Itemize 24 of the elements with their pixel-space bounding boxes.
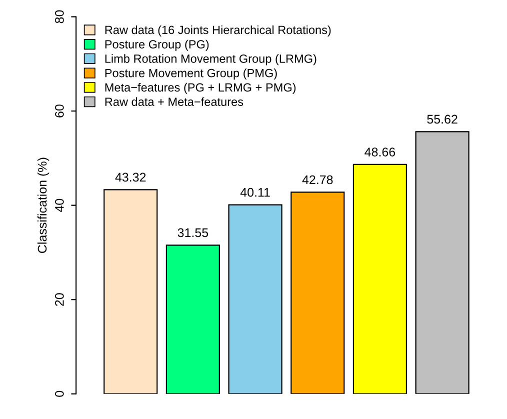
data-label: 55.62 [427, 114, 458, 124]
legend-label: Posture Movement Group (PMG) [105, 68, 277, 80]
y-tick-label: 0 [55, 390, 64, 397]
y-axis-title: Classification (%) [37, 158, 50, 253]
bar [166, 244, 220, 394]
legend-label: Raw data (16 Joints Hierarchical Rotations) [105, 25, 331, 36]
bar [290, 192, 345, 394]
legend-label: Meta−features (PG + LRMG + PMG) [105, 82, 296, 94]
bar [104, 189, 158, 394]
legend-label: Posture Group (PG) [105, 40, 209, 51]
bar [228, 204, 282, 394]
data-label: 43.32 [115, 172, 146, 182]
data-label: 42.78 [302, 175, 333, 184]
y-tick-label: 80 [55, 10, 64, 24]
bar [415, 131, 470, 394]
data-label: 48.66 [364, 148, 396, 156]
y-tick-label: 60 [55, 104, 64, 118]
data-label: 31.55 [178, 228, 208, 238]
legend-label: Raw data + Meta−features [105, 97, 244, 106]
legend-label: Limb Rotation Movement Group (LRMG) [105, 54, 316, 66]
bar [352, 164, 408, 394]
data-label: 40.11 [240, 188, 270, 197]
y-tick-label: 20 [55, 293, 64, 306]
y-tick-label: 40 [55, 198, 64, 212]
